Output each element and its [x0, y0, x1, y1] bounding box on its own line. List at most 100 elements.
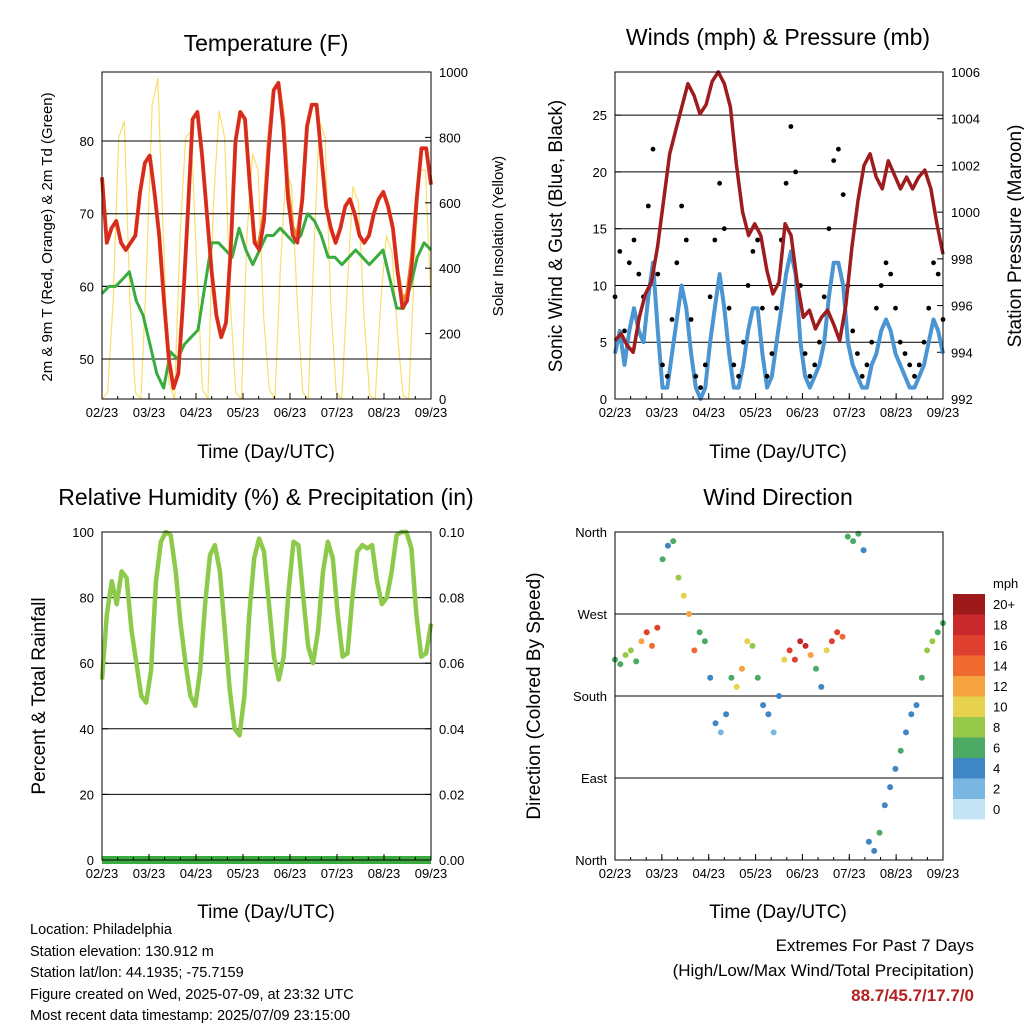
- extremes-box: Extremes For Past 7 Days (High/Low/Max W…: [673, 933, 974, 1008]
- gust-point: [812, 362, 818, 368]
- gust-point: [893, 305, 898, 311]
- direction-xtick-label: 09/23: [927, 866, 960, 881]
- humidity-title: Relative Humidity (%) & Precipitation (i…: [58, 484, 473, 510]
- winds-ytick-label: 5: [600, 335, 607, 350]
- temperature-ytick-label: 50: [80, 352, 94, 367]
- gust-point: [821, 294, 827, 300]
- direction-point: [850, 538, 857, 545]
- humidity-xtick-label: 04/23: [180, 866, 213, 881]
- gust-point: [774, 305, 779, 311]
- humidity-ytick-label-right: 0.00: [439, 853, 464, 868]
- colorbar-swatch: [953, 676, 985, 697]
- gust-point: [655, 271, 661, 277]
- gust-point: [622, 328, 627, 334]
- colorbar-label: 8: [993, 720, 1000, 735]
- gust-point: [769, 351, 775, 356]
- direction-point: [865, 838, 872, 845]
- direction-point: [876, 829, 883, 836]
- gust-point: [897, 339, 903, 345]
- winds-ylabel-left: Sonic Wind & Gust (Blue, Black): [546, 100, 567, 372]
- colorbar-label: 14: [993, 659, 1007, 674]
- colorbar-label: 10: [993, 700, 1007, 715]
- colorbar-label: 18: [993, 618, 1007, 633]
- elevation-text: Station elevation: 130.912 m: [30, 943, 214, 960]
- direction-point: [717, 729, 724, 736]
- direction-point: [627, 647, 634, 654]
- gust-point: [831, 158, 837, 164]
- direction-point: [813, 665, 819, 672]
- direction-ytick-label: West: [578, 607, 608, 622]
- direction-point: [733, 683, 740, 690]
- direction-ytick-label: South: [573, 689, 607, 704]
- direction-point: [818, 683, 825, 690]
- winds-ytick-label-right: 992: [951, 392, 973, 407]
- gust-point: [745, 283, 751, 288]
- station-info: Location: Philadelphia Station elevation…: [30, 920, 354, 1028]
- winds-xtick-label: 05/23: [739, 405, 772, 420]
- gust-point: [636, 271, 642, 277]
- direction-point: [622, 652, 629, 658]
- winds-title: Winds (mph) & Pressure (mb): [626, 24, 930, 50]
- direction-point: [664, 542, 671, 549]
- direction-point: [633, 658, 640, 665]
- gust-point: [760, 305, 765, 311]
- direction-point: [897, 747, 904, 754]
- gust-point: [907, 362, 913, 368]
- humidity-ytick-label-right: 0.04: [439, 722, 464, 737]
- gust-point: [617, 249, 623, 254]
- colorbar-label: 0: [993, 802, 1000, 817]
- colorbar-swatch: [953, 696, 985, 717]
- temperature-xtick-label: 05/23: [227, 405, 260, 420]
- colorbar-swatch: [953, 778, 985, 799]
- temperature-ylabel-left: 2m & 9m T (Red, Orange) & 2m Td (Green): [39, 92, 56, 381]
- humidity-ytick-label: 40: [80, 722, 94, 737]
- colorbar-swatch: [953, 737, 985, 758]
- direction-point: [786, 647, 793, 654]
- direction-point: [617, 661, 624, 668]
- gust-point: [840, 192, 846, 198]
- gust-point: [788, 124, 794, 129]
- gust-point: [869, 339, 875, 345]
- direction-point: [691, 647, 698, 654]
- colorbar-label: 4: [993, 761, 1000, 776]
- temperature-ytick-label: 60: [80, 279, 94, 294]
- direction-point: [834, 629, 841, 636]
- gust-point: [645, 203, 651, 209]
- humidity-frame: [101, 531, 432, 861]
- direction-point: [892, 765, 899, 772]
- direction-point: [643, 629, 650, 636]
- humidity-xtick-label: 05/23: [227, 866, 260, 881]
- gust-point: [721, 226, 727, 232]
- temperature-ylabel-right: Solar Insolation (Yellow): [490, 156, 507, 316]
- temperature-ytick-label-right: 1000: [439, 65, 468, 80]
- winds-ylabel-right: Station Pressure (Maroon): [1005, 125, 1024, 348]
- direction-xtick-label: 07/23: [833, 866, 866, 881]
- direction-point: [791, 656, 798, 663]
- colorbar-title: mph: [993, 576, 1018, 591]
- humidity-ytick-label: 20: [80, 787, 94, 802]
- extremes-subtitle: (High/Low/Max Wind/Total Precipitation): [672, 961, 974, 980]
- humidity-ylabel-left: Percent & Total Rainfall: [29, 597, 50, 794]
- direction-point: [760, 702, 767, 709]
- direction-point: [929, 638, 936, 645]
- winds-ytick-label-right: 996: [951, 299, 973, 314]
- winds-xtick-label: 03/23: [646, 405, 679, 420]
- direction-title: Wind Direction: [703, 484, 853, 510]
- gust-point: [921, 339, 927, 345]
- temperature-xtick-label: 08/23: [368, 405, 401, 420]
- gust-point: [717, 180, 722, 186]
- latlon-text: Station lat/lon: 44.1935; -75.7159: [30, 965, 244, 981]
- direction-xtick-label: 03/23: [646, 866, 679, 881]
- direction-point: [675, 574, 682, 581]
- gust-point: [826, 226, 832, 232]
- direction-point: [903, 729, 909, 736]
- direction-point: [918, 674, 925, 681]
- winds-xtick-label: 07/23: [833, 405, 866, 420]
- colorbar-label: 6: [993, 741, 1000, 756]
- gust-point: [836, 146, 841, 152]
- temperature-ytick-label-right: 800: [439, 130, 461, 145]
- direction-ytick-label: North: [575, 525, 607, 540]
- gust-point: [793, 169, 798, 175]
- direction-point: [807, 652, 814, 658]
